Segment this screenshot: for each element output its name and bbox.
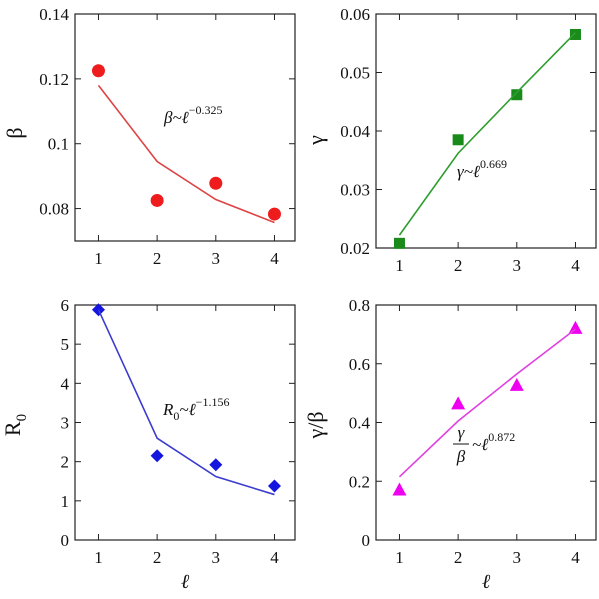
x-tick-label: 1 bbox=[395, 256, 404, 275]
y-tick-label: 1 bbox=[61, 492, 70, 511]
x-tick-label: 1 bbox=[395, 548, 404, 567]
fit-line bbox=[97, 309, 275, 496]
annotation-text: γ~ℓ0.669 bbox=[457, 157, 507, 181]
y-tick-label: 0 bbox=[61, 531, 70, 550]
annotation-base: β~ℓ bbox=[163, 108, 189, 127]
panel-gamma: 1 2 3 4 0.02 0.03 0.04 0.05 0.06 γ γ~ℓ0.669 bbox=[303, 5, 597, 275]
annotation-base: γ~ℓ bbox=[457, 162, 480, 181]
plot-frame bbox=[375, 13, 597, 249]
data-point-diamond bbox=[150, 449, 164, 463]
x-tick-label: 3 bbox=[513, 256, 522, 275]
data-point-square bbox=[393, 237, 405, 249]
y-tick-label: 0.14 bbox=[39, 5, 69, 24]
x-tick-label: 2 bbox=[153, 548, 162, 567]
y-tick-label: 5 bbox=[61, 335, 70, 354]
y-tick-label: 0.1 bbox=[48, 135, 69, 154]
y-axis-label: γ bbox=[303, 135, 328, 146]
annotation-text: R0~ℓ−1.156 bbox=[162, 395, 229, 423]
y-tick-label: 0.06 bbox=[340, 5, 370, 24]
data-point-circle bbox=[209, 176, 223, 190]
data-point-square bbox=[511, 89, 523, 101]
panel-beta: 1 2 3 4 0.08 0.1 0.12 0.14 β β~ℓ−0.325 bbox=[2, 5, 296, 268]
annotation-numerator: γ bbox=[458, 423, 466, 442]
annotation-text: ~ℓ0.872 bbox=[472, 430, 515, 454]
y-tick-label: 6 bbox=[61, 296, 70, 315]
annotation-exponent: 0.872 bbox=[488, 430, 515, 444]
x-tick-label: 1 bbox=[94, 548, 103, 567]
y-tick-label: 0.8 bbox=[349, 296, 370, 315]
x-tick-label: 1 bbox=[94, 249, 103, 268]
plot-frame bbox=[74, 13, 296, 242]
annotation-base: R bbox=[162, 400, 174, 419]
x-tick-label: 4 bbox=[270, 249, 279, 268]
annotation-exponent: 0.669 bbox=[480, 157, 507, 171]
x-tick-label: 3 bbox=[212, 548, 221, 567]
data-point-triangle bbox=[392, 482, 407, 496]
annotation-base: ~ℓ bbox=[472, 435, 488, 454]
y-tick-label: 0.2 bbox=[349, 472, 370, 491]
y-tick-label: 0.04 bbox=[340, 122, 370, 141]
data-point-triangle bbox=[509, 377, 524, 391]
x-tick-label: 3 bbox=[513, 548, 522, 567]
fit-line bbox=[398, 328, 576, 478]
annotation-subscript: 0 bbox=[173, 409, 179, 423]
data-point-circle bbox=[267, 207, 281, 221]
y-axis-label-subscript: 0 bbox=[14, 414, 30, 422]
x-tick-label: 4 bbox=[571, 256, 580, 275]
data-point-square bbox=[452, 134, 464, 146]
panel-gamma-over-beta: 1 2 3 4 0 0.2 0.4 0.6 0.8 γ/β ℓ γβ ~ℓ0.872 bbox=[303, 296, 597, 593]
y-tick-label: 0.03 bbox=[340, 181, 370, 200]
y-tick-label: 0.02 bbox=[340, 239, 370, 258]
data-point-diamond bbox=[267, 479, 281, 493]
x-tick-label: 4 bbox=[571, 548, 580, 567]
y-tick-label: 0 bbox=[362, 531, 371, 550]
fit-line bbox=[97, 84, 275, 224]
fit-line bbox=[398, 32, 577, 236]
plot-frame bbox=[74, 304, 296, 541]
y-tick-label: 0.05 bbox=[340, 64, 370, 83]
data-point-triangle bbox=[451, 396, 466, 410]
data-point-square bbox=[569, 28, 581, 40]
data-point-circle bbox=[150, 193, 164, 207]
x-tick-label: 2 bbox=[153, 249, 162, 268]
x-tick-label: 2 bbox=[454, 548, 463, 567]
x-axis-label: ℓ bbox=[482, 571, 491, 593]
y-tick-label: 3 bbox=[61, 414, 70, 433]
y-axis-label-main: γ/β bbox=[303, 411, 328, 439]
x-tick-label: 2 bbox=[454, 256, 463, 275]
x-axis-label: ℓ bbox=[181, 571, 190, 593]
y-axis-label-main: β bbox=[2, 127, 27, 138]
y-tick-label: 2 bbox=[61, 453, 70, 472]
plot-frame bbox=[375, 304, 597, 541]
annotation-base-rest: ~ℓ bbox=[179, 400, 195, 419]
y-axis-label: β bbox=[2, 127, 27, 138]
y-tick-label: 0.6 bbox=[349, 355, 370, 374]
annotation-exponent: −0.325 bbox=[189, 103, 223, 117]
x-tick-label: 4 bbox=[270, 548, 279, 567]
y-tick-label: 4 bbox=[61, 374, 70, 393]
y-axis-label-main: R bbox=[0, 421, 25, 436]
y-axis-label-main: γ bbox=[303, 135, 328, 146]
y-axis-label: R0 bbox=[0, 414, 30, 436]
x-tick-label: 3 bbox=[212, 249, 221, 268]
data-point-circle bbox=[91, 64, 105, 78]
annotation-text: β~ℓ−0.325 bbox=[163, 103, 223, 127]
y-tick-label: 0.08 bbox=[39, 200, 69, 219]
y-axis-label: γ/β bbox=[303, 411, 328, 439]
y-tick-label: 0.12 bbox=[39, 70, 69, 89]
annotation-exponent: −1.156 bbox=[196, 395, 230, 409]
y-tick-label: 0.4 bbox=[349, 414, 371, 433]
data-point-triangle bbox=[568, 320, 583, 334]
data-point-diamond bbox=[209, 458, 223, 472]
annotation-denominator: β bbox=[456, 447, 466, 466]
